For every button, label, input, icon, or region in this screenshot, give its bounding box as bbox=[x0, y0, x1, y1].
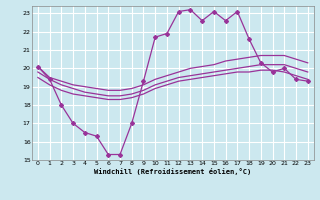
X-axis label: Windchill (Refroidissement éolien,°C): Windchill (Refroidissement éolien,°C) bbox=[94, 168, 252, 175]
